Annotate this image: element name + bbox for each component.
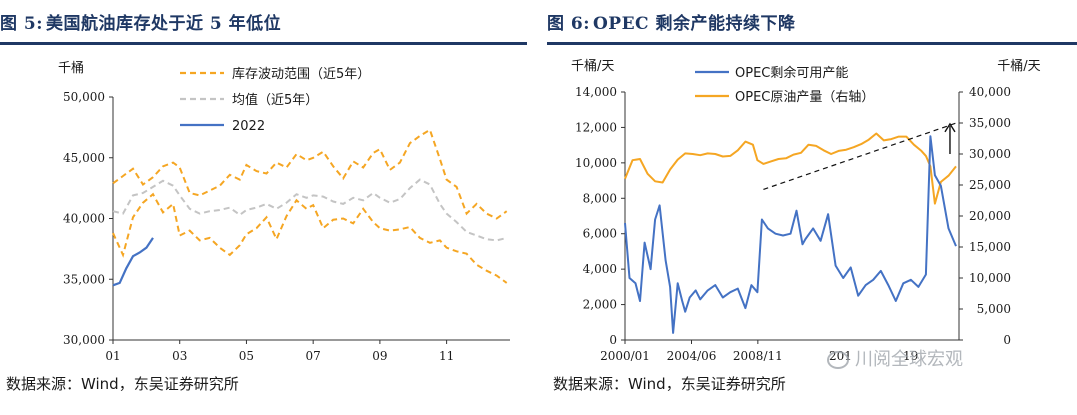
y-tick-label: 45,000	[63, 151, 105, 165]
x-tick-label: 11	[439, 349, 454, 363]
jet-fuel-inventory-chart: 千桶 30,000 35,000 40,000 45,000 50,000 01 03 05 07…	[58, 61, 510, 363]
y-tick-label: 40,000	[63, 212, 105, 226]
y-axis-unit-label: 千桶/天	[571, 59, 614, 74]
y2-tick-label: 10,000	[969, 271, 1011, 285]
x-tick-label: 03	[172, 349, 187, 363]
legend-label: 均值（近5年）	[232, 92, 318, 108]
series-line-1	[112, 192, 508, 284]
watermark: 川阅全球宏观	[827, 345, 963, 371]
y-tick-label: 6,000	[583, 227, 617, 241]
y-tick-label: 14,000	[575, 85, 617, 99]
wechat-icon	[827, 351, 849, 369]
x-tick-label: 07	[306, 349, 321, 363]
y-tick-label: 2,000	[583, 298, 617, 312]
source-note: 数据来源：Wind，东吴证券研究所	[6, 375, 239, 393]
figure-title-text: 美国航油库存处于近 5 年低位	[46, 14, 282, 34]
series-line-0	[624, 135, 957, 334]
y-tick-label: 0	[609, 333, 617, 347]
y-tick-label: 12,000	[575, 120, 617, 134]
y2-axis-unit-label: 千桶/天	[997, 59, 1040, 74]
y2-tick-label: 0	[1003, 333, 1011, 347]
series-line-0	[112, 128, 508, 220]
y2-tick-label: 5,000	[977, 302, 1011, 316]
y2-tick-label: 30,000	[969, 147, 1011, 161]
figure-panel-6: 图 6: OPEC 剩余产能持续下降 千桶/天 千桶/天 0 2,000 4,000 6,…	[547, 0, 1077, 415]
x-tick-label: 2004/06	[667, 349, 717, 363]
y-axis-unit-label: 千桶	[58, 61, 84, 76]
legend-label: OPEC剩余可用产能	[735, 65, 848, 81]
legend-label: 2022	[232, 119, 265, 134]
series-line-3	[112, 237, 154, 287]
x-tick-label: 2000/01	[600, 349, 650, 363]
figure-title: 图 6: OPEC 剩余产能持续下降	[547, 8, 796, 40]
x-tick-label: 01	[105, 349, 120, 363]
figure-title-text: OPEC 剩余产能持续下降	[593, 14, 796, 34]
y-tick-label: 8,000	[583, 191, 617, 205]
opec-spare-capacity-chart: 千桶/天 千桶/天 0 2,000 4,000 6,000 8,000 10,000 12,00…	[571, 59, 1041, 363]
y2-tick-label: 35,000	[969, 116, 1011, 130]
y2-tick-label: 15,000	[969, 240, 1011, 254]
y-tick-label: 30,000	[63, 333, 105, 347]
y2-tick-label: 40,000	[969, 85, 1011, 99]
x-tick-label-partial: 19	[903, 349, 918, 363]
figure-title: 图 5: 美国航油库存处于近 5 年低位	[0, 8, 281, 40]
series-line-1	[624, 132, 957, 205]
x-tick-label: 05	[239, 349, 254, 363]
title-rule	[547, 42, 1077, 45]
trend-line	[763, 121, 960, 190]
y-tick-label: 50,000	[63, 90, 105, 104]
y2-tick-label: 25,000	[969, 178, 1011, 192]
y-tick-label: 35,000	[63, 272, 105, 286]
x-tick-label: 09	[372, 349, 387, 363]
y2-tick-label: 20,000	[969, 209, 1011, 223]
series-line-2	[112, 178, 507, 242]
x-tick-label: 2008/11	[733, 349, 783, 363]
figure-panel-5: 图 5: 美国航油库存处于近 5 年低位 千桶 30,000 35,000 40,00…	[0, 0, 527, 415]
legend-label: 库存波动范围（近5年）	[232, 66, 370, 82]
figure-number: 图 5:	[0, 14, 44, 34]
up-arrow-head	[944, 122, 956, 133]
source-note: 数据来源：Wind，东吴证券研究所	[553, 375, 786, 393]
legend-label: OPEC原油产量（右轴）	[735, 90, 874, 105]
title-rule	[0, 42, 527, 45]
y-tick-label: 4,000	[583, 262, 617, 276]
y-tick-label: 10,000	[575, 156, 617, 170]
figure-number: 图 6:	[547, 14, 591, 34]
watermark-text: 川阅全球宏观	[855, 349, 963, 370]
